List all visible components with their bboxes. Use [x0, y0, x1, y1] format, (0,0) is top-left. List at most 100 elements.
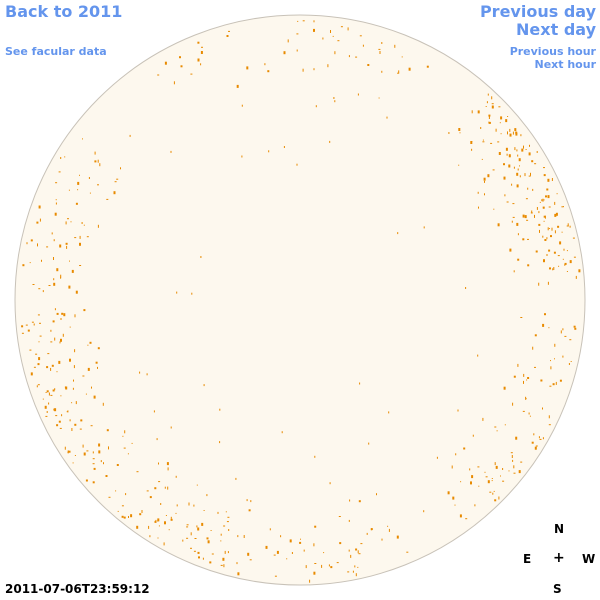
facula-speck	[513, 465, 515, 469]
facula-speck	[508, 164, 511, 168]
facula-speck	[564, 335, 567, 337]
facula-speck	[485, 476, 488, 478]
next-day-link[interactable]: Next day	[516, 20, 596, 39]
previous-day-link[interactable]: Previous day	[479, 2, 596, 21]
facula-speck	[506, 201, 509, 203]
facula-speck	[201, 522, 204, 526]
facula-speck	[41, 259, 42, 262]
facula-speck	[460, 481, 462, 483]
facula-speck	[123, 447, 126, 449]
facula-speck	[370, 528, 372, 531]
facula-speck	[69, 326, 71, 328]
facula-speck	[357, 93, 359, 96]
facula-speck	[223, 564, 225, 568]
facula-speck	[125, 493, 127, 496]
facula-speck	[523, 373, 525, 377]
facula-speck	[30, 372, 33, 376]
facula-speck	[394, 44, 396, 48]
facula-speck	[29, 262, 31, 264]
facula-speck	[447, 491, 450, 495]
facula-speck	[350, 554, 352, 558]
facula-speck	[487, 93, 489, 96]
facula-speck	[236, 562, 238, 565]
facula-speck	[302, 20, 305, 22]
facula-speck	[93, 395, 96, 399]
facula-speck	[97, 224, 99, 228]
facula-speck	[517, 258, 520, 261]
facula-speck	[521, 148, 524, 152]
see-facular-data-link[interactable]: See facular data	[5, 45, 107, 58]
facula-speck	[303, 549, 305, 552]
facula-speck	[273, 554, 276, 556]
facula-speck	[360, 543, 363, 545]
facula-speck	[94, 151, 96, 155]
facula-speck	[170, 150, 172, 153]
next-hour-link[interactable]: Next hour	[534, 58, 597, 71]
facula-speck	[329, 140, 331, 143]
facula-speck	[516, 222, 519, 226]
facula-speck	[236, 84, 239, 88]
facula-speck	[193, 550, 196, 552]
facula-speck	[554, 230, 556, 234]
facula-speck	[552, 268, 554, 271]
facula-speck	[338, 516, 341, 517]
facula-speck	[59, 427, 62, 429]
facula-speck	[485, 106, 487, 107]
facula-speck	[106, 429, 109, 432]
facula-speck	[517, 363, 519, 367]
facula-speck	[562, 355, 564, 358]
facula-speck	[92, 481, 95, 484]
previous-hour-link[interactable]: Previous hour	[509, 45, 596, 58]
facula-speck	[48, 285, 51, 286]
facula-speck	[493, 208, 495, 210]
facula-speck	[58, 420, 61, 423]
facula-speck	[175, 475, 177, 478]
facula-speck	[228, 529, 230, 531]
facula-speck	[26, 242, 28, 245]
facula-speck	[334, 51, 336, 55]
facula-speck	[203, 510, 205, 511]
facula-speck	[507, 116, 509, 117]
facula-speck	[92, 451, 94, 454]
facula-speck	[538, 282, 540, 286]
facula-speck	[534, 163, 537, 165]
facula-speck	[75, 401, 77, 405]
facula-speck	[527, 187, 529, 190]
facula-speck	[60, 157, 62, 159]
facula-speck	[547, 178, 550, 182]
facula-speck	[100, 460, 102, 463]
facula-speck	[545, 195, 547, 198]
facula-speck	[525, 396, 527, 400]
facula-speck	[539, 201, 541, 203]
compass-west-label: W	[582, 552, 596, 566]
facula-speck	[154, 487, 157, 490]
facula-speck	[548, 249, 551, 252]
facula-speck	[357, 566, 359, 568]
facula-speck	[491, 96, 493, 100]
facula-speck	[564, 262, 567, 265]
facula-speck	[281, 431, 283, 434]
facula-speck	[362, 44, 364, 47]
back-to-year-link[interactable]: Back to 2011	[5, 2, 123, 21]
facula-speck	[86, 450, 89, 452]
facula-speck	[523, 380, 524, 384]
facula-speck	[37, 243, 38, 247]
facula-speck	[157, 537, 159, 539]
facula-speck	[554, 358, 555, 360]
facula-speck	[313, 20, 315, 23]
facula-speck	[250, 500, 252, 503]
facula-speck	[83, 452, 86, 456]
facula-speck	[127, 453, 129, 455]
facula-speck	[469, 468, 471, 471]
facula-speck	[33, 366, 36, 368]
facula-speck	[45, 415, 48, 417]
facula-speck	[566, 271, 568, 272]
facula-speck	[551, 227, 553, 231]
facula-speck	[550, 235, 552, 238]
facula-speck	[60, 338, 62, 342]
facula-speck	[220, 564, 223, 566]
facula-speck	[487, 480, 490, 484]
facula-speck	[543, 215, 546, 218]
facula-speck	[512, 131, 514, 135]
facula-speck	[355, 573, 357, 577]
